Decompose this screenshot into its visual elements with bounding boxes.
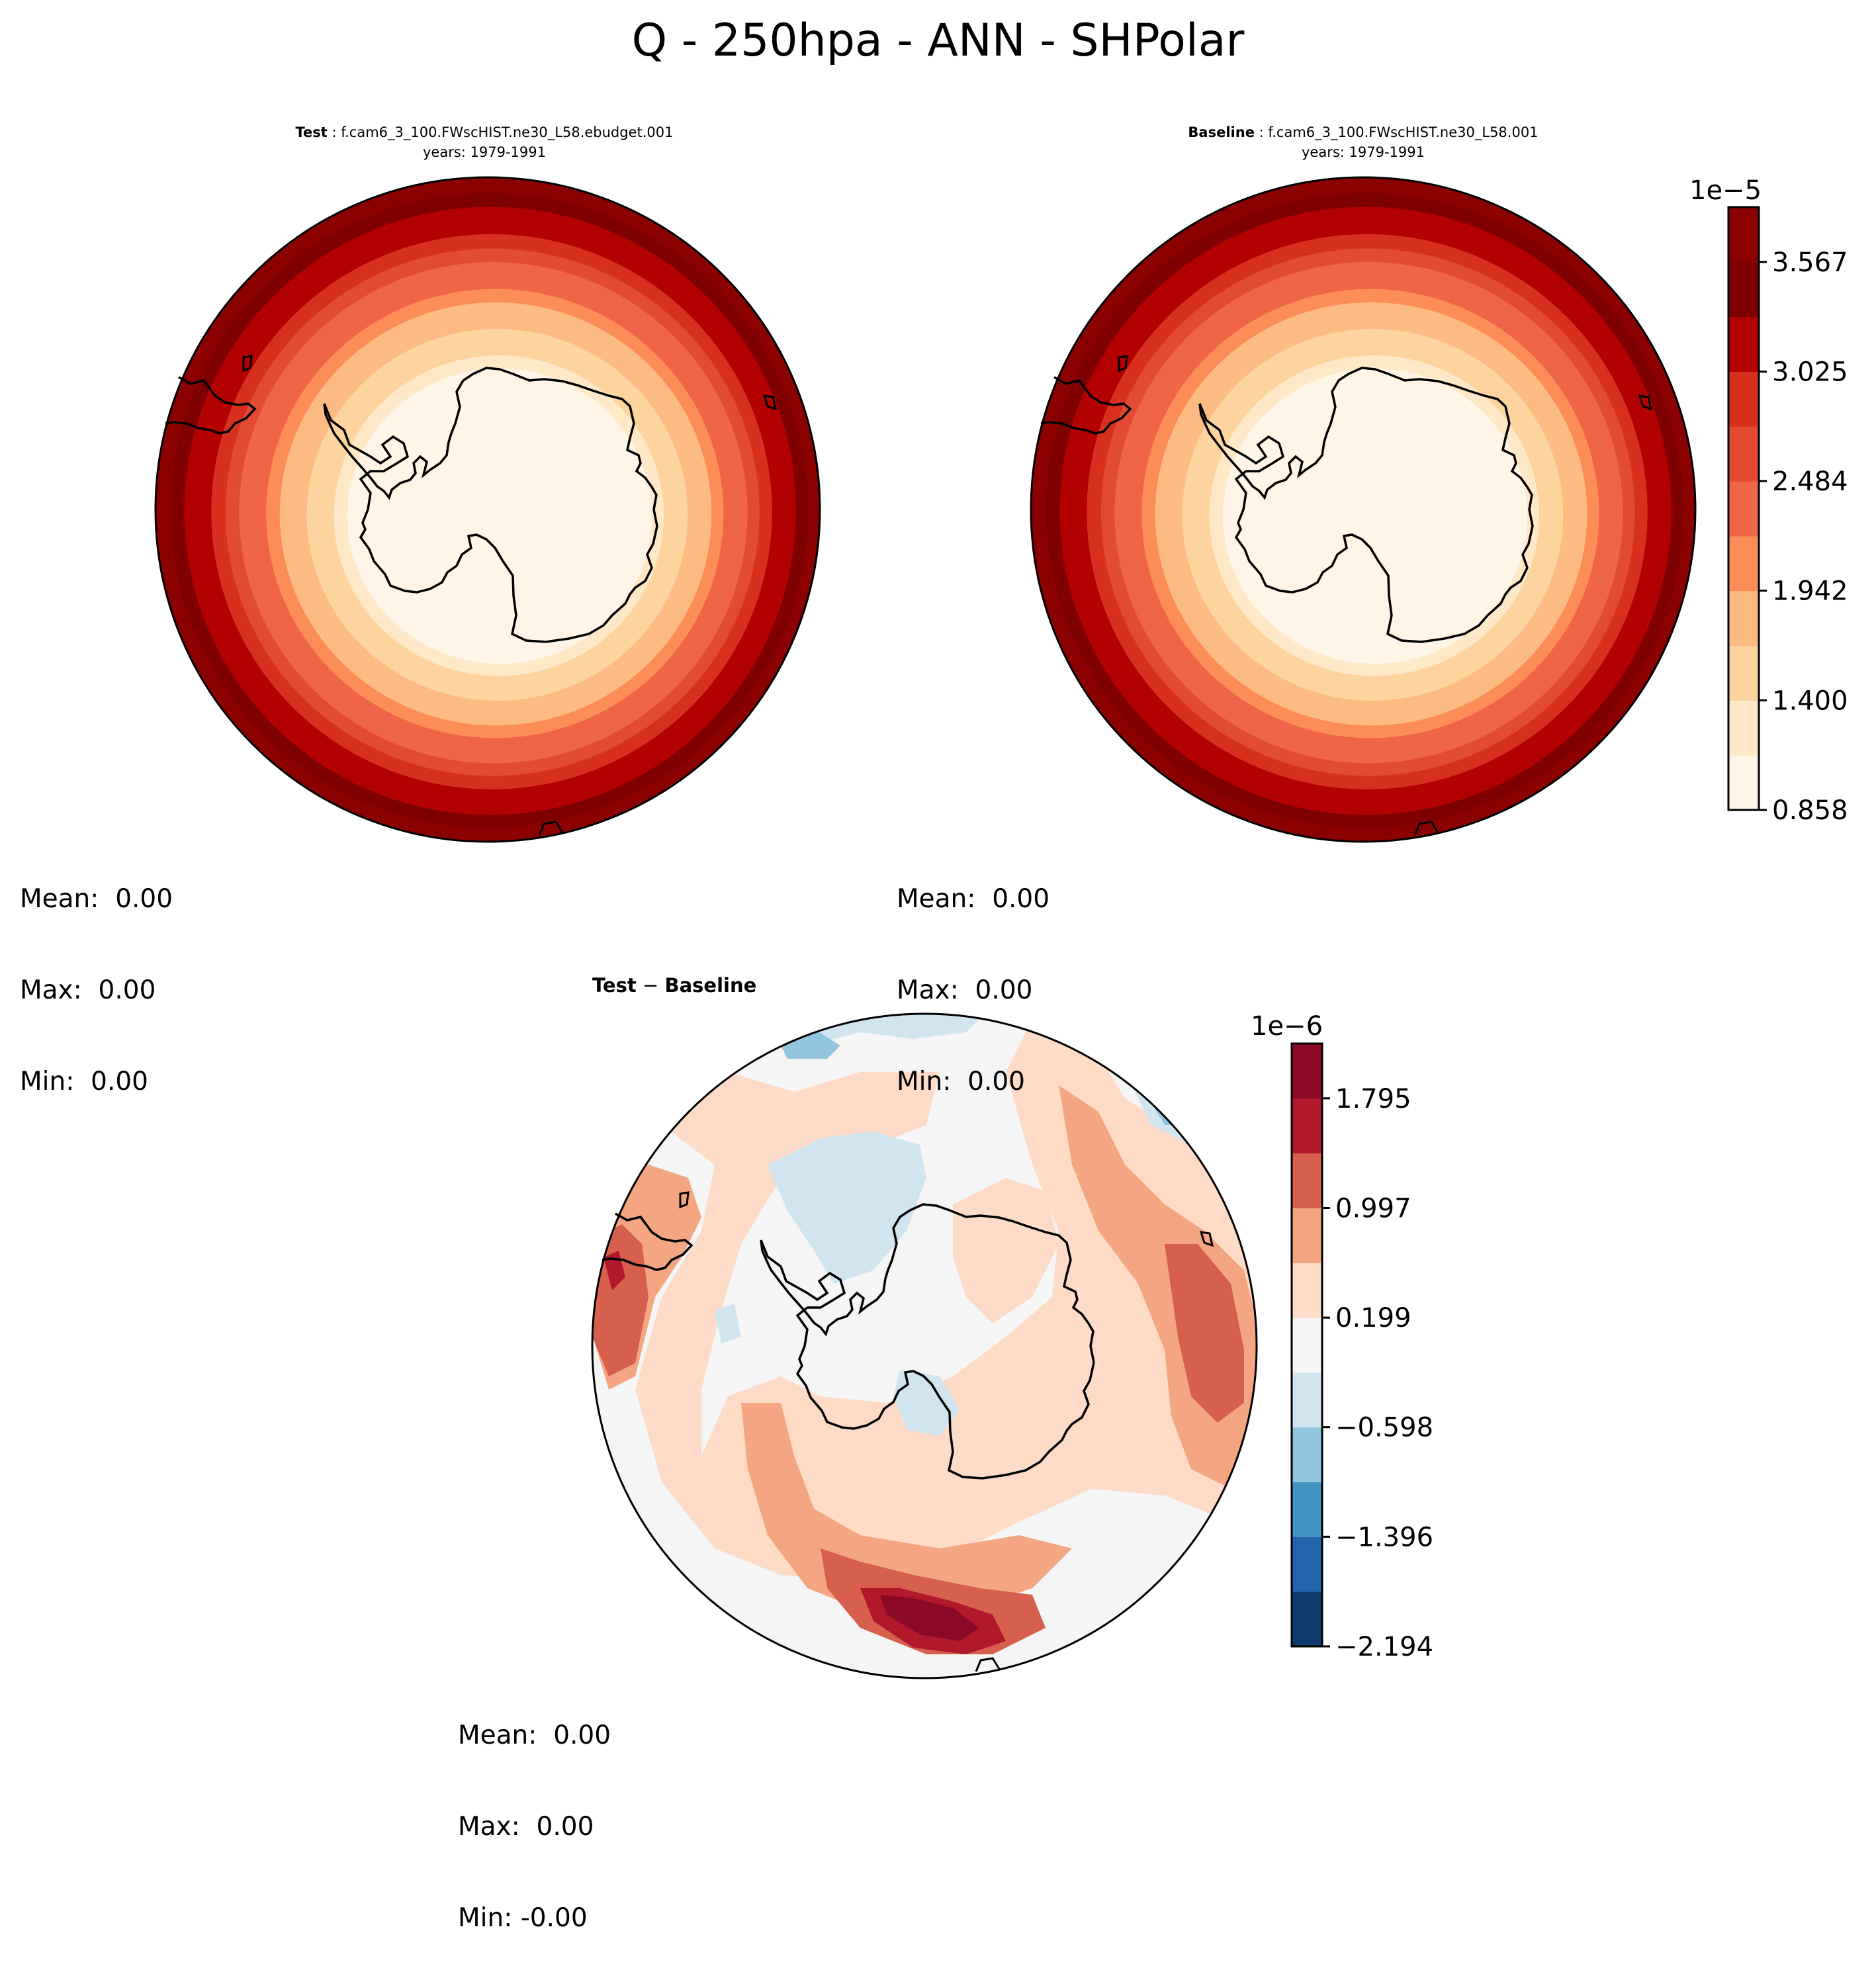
baseline-case-name: f.cam6_3_100.FWscHIST.ne30_L58.001 xyxy=(1268,124,1539,140)
difference-map-boundary xyxy=(591,1012,1258,1679)
top-colorbar-tick-label: 3.567 xyxy=(1772,247,1848,278)
top-colorbar-tick-label: 1.400 xyxy=(1772,686,1848,716)
difference-colorbar-swatch xyxy=(1292,1208,1322,1263)
baseline-stat-max: Max: 0.00 xyxy=(897,975,1033,1005)
top-colorbar-frame xyxy=(1727,206,1760,811)
baseline-map-contours xyxy=(1031,177,1695,842)
baseline-antarctica-coastline xyxy=(1198,367,1534,643)
difference-colorbar-exponent: 1e−6 xyxy=(1251,1011,1323,1042)
difference-colorbar-swatch xyxy=(1292,1591,1322,1647)
difference-stats: Mean: 0.00 Max: 0.00 Min: -0.00 xyxy=(458,1660,611,1964)
diff-label-test: Test xyxy=(592,974,637,997)
difference-colorbar-swatch xyxy=(1292,1153,1322,1208)
top-colorbar-exponent: 1e−5 xyxy=(1689,175,1762,206)
page-title: Q - 250hpa - ANN - SHPolar xyxy=(631,15,1245,67)
difference-colorbar-swatch xyxy=(1292,1372,1322,1428)
top-colorbar-swatch xyxy=(1728,207,1759,263)
difference-colorbar-swatch xyxy=(1292,1427,1322,1483)
diff-subtitle: Test − Baseline xyxy=(592,975,756,995)
top-colorbar-swatch xyxy=(1728,700,1759,756)
difference-colorbar-swatch xyxy=(1292,1537,1322,1592)
baseline-stat-min: Min: 0.00 xyxy=(897,1067,1025,1096)
baseline-contour-band xyxy=(1223,368,1527,664)
difference-colorbar-tick-label: 0.199 xyxy=(1335,1303,1411,1333)
difference-colorbar-tick-label: 1.795 xyxy=(1335,1084,1411,1114)
top-colorbar-swatch xyxy=(1728,481,1759,537)
top-colorbar-swatch xyxy=(1728,261,1759,318)
top-colorbar-swatch xyxy=(1728,426,1759,482)
difference-colorbar-swatch xyxy=(1292,1044,1322,1099)
test-island-c xyxy=(538,821,564,836)
baseline-stat-mean: Mean: 0.00 xyxy=(897,884,1050,914)
test-south-america-tip xyxy=(165,376,257,435)
baseline-map-boundary xyxy=(1030,176,1697,843)
test-stat-max: Max: 0.00 xyxy=(20,975,156,1005)
baseline-label: Baseline xyxy=(1188,124,1255,140)
top-colorbar-swatch xyxy=(1728,535,1759,592)
top-colorbar-swatch xyxy=(1728,316,1759,372)
difference-stat-max: Max: 0.00 xyxy=(458,1812,594,1842)
figure-canvas: 3.567 3.025 2.484 1.942 1.400 0.858 1.795 0.99… xyxy=(154,176,1848,1679)
difference-colorbar-tick-label: 0.997 xyxy=(1335,1194,1411,1224)
test-antarctica-coastline xyxy=(323,367,658,643)
diff-label-sep: − xyxy=(636,974,665,997)
difference-antarctica-coastline xyxy=(760,1203,1095,1480)
top-colorbar-tick-label: 3.025 xyxy=(1772,357,1848,388)
top-colorbar: 3.567 3.025 2.484 1.942 1.400 0.858 xyxy=(1727,206,1848,826)
top-colorbar-swatch xyxy=(1728,590,1759,647)
baseline-years: years: 1979-1991 xyxy=(1301,144,1425,160)
test-case-name: f.cam6_3_100.FWscHIST.ne30_L58.ebudget.0… xyxy=(341,124,674,140)
difference-island-a xyxy=(679,1191,690,1209)
test-island-a xyxy=(242,355,253,373)
test-stats: Mean: 0.00 Max: 0.00 Min: 0.00 xyxy=(20,823,173,1128)
test-map xyxy=(154,176,821,843)
difference-colorbar-tick-label: −2.194 xyxy=(1335,1632,1433,1662)
test-stat-min: Min: 0.00 xyxy=(20,1067,148,1096)
baseline-south-america-tip xyxy=(1040,376,1132,435)
diff-label-baseline: Baseline xyxy=(664,974,757,997)
difference-colorbar-swatch xyxy=(1292,1482,1322,1537)
top-colorbar-tick-label: 2.484 xyxy=(1772,467,1848,497)
baseline-stats: Mean: 0.00 Max: 0.00 Min: 0.00 xyxy=(897,823,1050,1128)
difference-map-contours xyxy=(592,1014,1257,1678)
difference-map xyxy=(591,1012,1258,1679)
baseline-island-b xyxy=(1638,394,1653,411)
difference-stat-mean: Mean: 0.00 xyxy=(458,1720,611,1750)
difference-island-c xyxy=(975,1657,1001,1672)
top-colorbar-tick-label: 1.942 xyxy=(1772,576,1848,607)
difference-colorbar-frame xyxy=(1290,1042,1323,1648)
difference-colorbar: 1.795 0.997 0.199 −0.598 −1.396 −2.194 xyxy=(1290,1042,1433,1662)
test-label: Test xyxy=(295,124,328,140)
difference-colorbar-swatch xyxy=(1292,1317,1322,1373)
top-colorbar-swatch xyxy=(1728,645,1759,701)
top-colorbar-swatch xyxy=(1728,371,1759,427)
difference-island-b xyxy=(1199,1231,1214,1247)
baseline-subtitle: Baseline : f.cam6_3_100.FWscHIST.ne30_L5… xyxy=(1188,124,1539,160)
difference-south-america-tip xyxy=(602,1212,693,1271)
top-colorbar-tick-label: 0.858 xyxy=(1772,795,1848,826)
test-stat-mean: Mean: 0.00 xyxy=(20,884,173,914)
test-map-contours xyxy=(156,177,820,842)
test-subtitle: Test : f.cam6_3_100.FWscHIST.ne30_L58.eb… xyxy=(295,124,674,160)
test-island-b xyxy=(762,394,778,411)
top-colorbar-swatch xyxy=(1728,755,1759,811)
difference-colorbar-swatch xyxy=(1292,1098,1322,1154)
baseline-island-c xyxy=(1413,821,1439,836)
difference-colorbar-swatch xyxy=(1292,1263,1322,1318)
difference-colorbar-tick-label: −0.598 xyxy=(1335,1413,1433,1443)
test-contour-band xyxy=(347,368,652,664)
baseline-map xyxy=(1030,176,1697,843)
baseline-island-a xyxy=(1118,355,1128,373)
test-years: years: 1979-1991 xyxy=(422,144,546,160)
test-map-boundary xyxy=(154,176,821,843)
difference-stat-min: Min: -0.00 xyxy=(458,1903,588,1933)
difference-colorbar-tick-label: −1.396 xyxy=(1335,1522,1433,1552)
